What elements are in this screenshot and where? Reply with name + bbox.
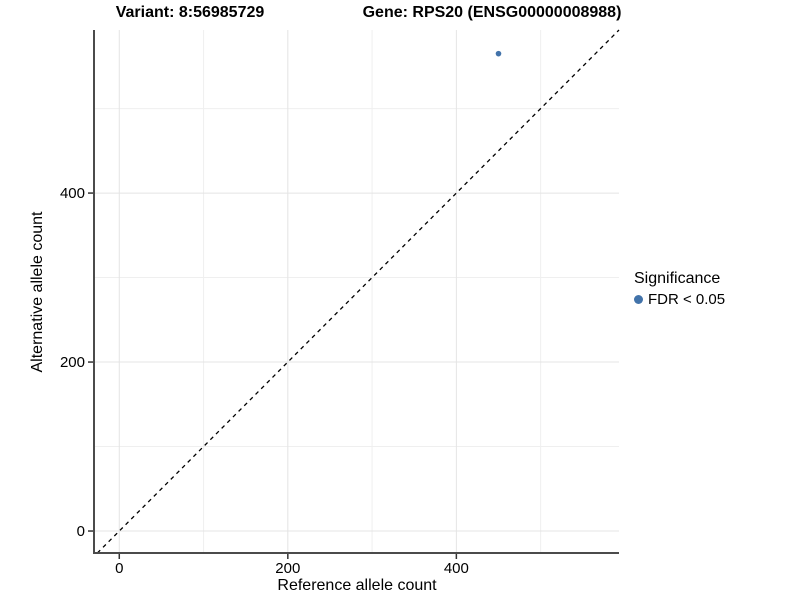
legend-title: Significance	[634, 270, 721, 287]
y-tick-label: 0	[77, 523, 85, 540]
y-tick-label: 400	[60, 185, 85, 202]
y-axis-label: Alternative allele count	[29, 211, 46, 373]
x-tick-label: 200	[275, 560, 300, 577]
gene-title: Gene: RPS20 (ENSG00000008988)	[362, 4, 622, 21]
legend: Significance FDR < 0.05	[634, 270, 725, 308]
variant-title: Variant: 8:56985729	[115, 4, 265, 21]
x-tick-label: 400	[444, 560, 469, 577]
circle-marker-icon	[634, 295, 643, 304]
y-tick-label: 200	[60, 354, 85, 371]
identity-dashed-line	[96, 29, 620, 554]
x-tick-label: 0	[115, 560, 123, 577]
data-point	[495, 50, 502, 57]
legend-item: FDR < 0.05	[634, 291, 725, 308]
x-axis-label: Reference allele count	[277, 577, 437, 594]
legend-item-label: FDR < 0.05	[648, 291, 726, 308]
